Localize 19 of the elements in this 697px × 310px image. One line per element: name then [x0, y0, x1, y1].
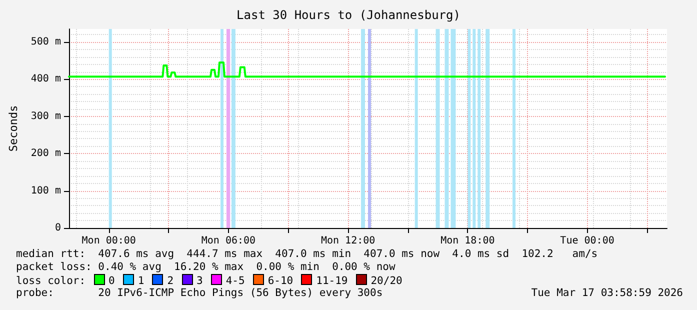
y-axis-title: Seconds	[7, 105, 20, 152]
x-tick-label: Mon 12:00	[320, 236, 376, 246]
x-tick-label: Mon 06:00	[201, 236, 256, 246]
text: Tue Mar 17 03:58:59 2026	[531, 287, 683, 299]
text: loss color: 0 1 2 3 4-5 6-10 11-19 20/20	[16, 275, 402, 287]
x-tick-label: Tue 00:00	[560, 236, 614, 246]
x-tick-label: Mon 00:00	[82, 236, 136, 246]
y-tick-label: 100 m	[30, 185, 61, 196]
text: probe: 20 IPv6-ICMP Echo Pings (56 Bytes) every 300s	[16, 287, 383, 299]
y-tick-label: 200 m	[30, 148, 61, 160]
y-tick-label: 400 m	[30, 74, 61, 85]
chart-title: Last 30 Hours to (Johannesburg)	[236, 8, 460, 22]
x-tick-label: Mon 18:00	[440, 236, 495, 246]
text: packet loss: 0.40 % avg 16.20 % max 0.00 % min 0.00 % now	[16, 261, 396, 273]
line-series	[68, 61, 666, 78]
y-tick-label: 0	[54, 222, 61, 234]
text: median rtt: 407.6 ms avg 444.7 ms max 407.0 ms min 407.0 ms now 4.0 ms sd 102.2 am/s	[16, 248, 598, 260]
y-tick-label: 500 m	[30, 36, 61, 48]
y-tick-label: 300 m	[30, 110, 61, 122]
